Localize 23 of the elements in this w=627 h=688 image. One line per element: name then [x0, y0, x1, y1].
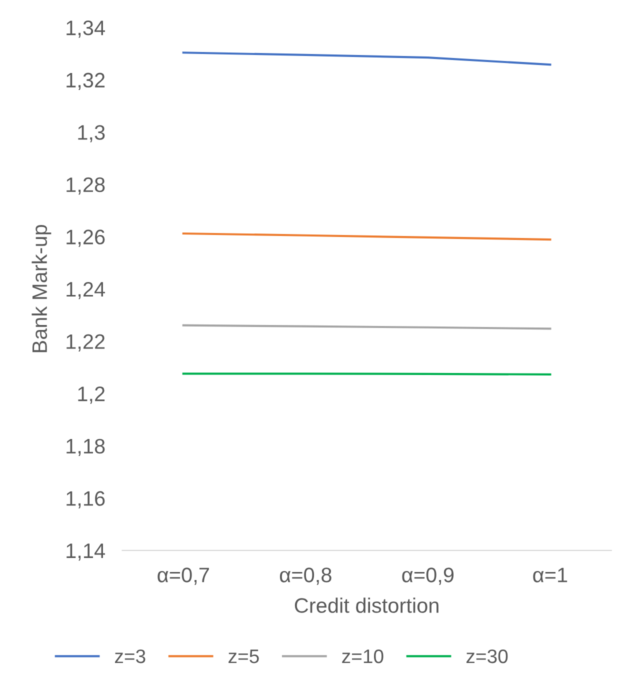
y-tick-label: 1,26 [66, 230, 105, 247]
legend-label: z=3 [115, 649, 146, 664]
y-axis-title: Bank Mark-up [32, 224, 52, 352]
y-tick-label: 1,14 [66, 544, 105, 561]
y-tick-label: 1,32 [66, 72, 105, 90]
x-axis-title: Credit distortion [294, 598, 438, 613]
y-tick-label: 1,24 [66, 282, 105, 300]
y-tick-label: 1,16 [66, 491, 105, 508]
x-tick-label: α=0,8 [280, 568, 332, 585]
x-tick-label: α=0,9 [402, 568, 454, 585]
y-tick-label: 1,18 [66, 438, 105, 456]
line-series [182, 232, 552, 241]
legend-label: z=5 [228, 650, 259, 664]
y-tick-label: 1,22 [66, 334, 105, 352]
y-tick-label: 1,28 [66, 177, 105, 195]
y-tick-label: 1,3 [78, 125, 105, 142]
line-series [182, 52, 552, 66]
x-tick-label: α=1 [533, 568, 568, 582]
y-tick-label: 1,34 [66, 20, 105, 38]
x-tick-label: α=0,7 [158, 568, 209, 585]
legend-label: z=10 [342, 649, 384, 664]
y-tick-label: 1,2 [78, 386, 105, 404]
legend-label: z=30 [466, 649, 508, 664]
